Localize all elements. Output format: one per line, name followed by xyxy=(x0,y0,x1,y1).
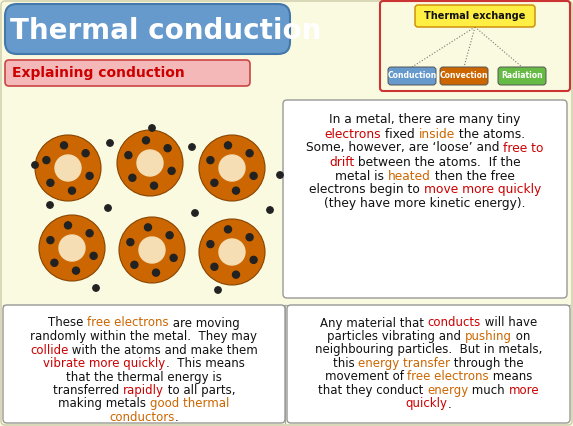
Text: (they have more kinetic energy).: (they have more kinetic energy). xyxy=(324,198,526,210)
Circle shape xyxy=(127,239,134,246)
Text: energy: energy xyxy=(427,384,468,397)
Text: between the atoms.  If the: between the atoms. If the xyxy=(354,155,521,169)
FancyBboxPatch shape xyxy=(380,1,570,91)
Circle shape xyxy=(73,267,80,274)
Circle shape xyxy=(107,140,113,146)
Circle shape xyxy=(51,259,58,266)
FancyBboxPatch shape xyxy=(5,4,290,54)
FancyBboxPatch shape xyxy=(3,305,285,423)
Text: vibrate more quickly: vibrate more quickly xyxy=(44,357,166,370)
Circle shape xyxy=(168,167,175,174)
Circle shape xyxy=(211,263,218,270)
FancyBboxPatch shape xyxy=(440,67,488,85)
Text: These: These xyxy=(48,317,87,329)
Text: Thermal exchange: Thermal exchange xyxy=(425,11,525,21)
Text: conducts: conducts xyxy=(427,317,481,329)
Circle shape xyxy=(137,150,163,176)
FancyBboxPatch shape xyxy=(498,67,546,85)
Circle shape xyxy=(215,287,221,293)
Circle shape xyxy=(225,226,231,233)
Text: good thermal: good thermal xyxy=(150,397,230,411)
Text: rapidly: rapidly xyxy=(123,384,164,397)
Text: through the: through the xyxy=(450,357,524,370)
Circle shape xyxy=(39,215,105,281)
Text: quickly: quickly xyxy=(406,397,448,411)
Text: making metals: making metals xyxy=(58,397,150,411)
FancyBboxPatch shape xyxy=(287,305,570,423)
Circle shape xyxy=(82,150,89,157)
Text: Some, however, are ‘loose’ and: Some, however, are ‘loose’ and xyxy=(306,141,504,155)
Text: move more quickly: move more quickly xyxy=(424,184,541,196)
Circle shape xyxy=(225,142,231,149)
Text: on: on xyxy=(512,330,530,343)
Circle shape xyxy=(250,173,257,179)
Text: with the atoms and make them: with the atoms and make them xyxy=(68,343,258,357)
Text: transferred: transferred xyxy=(53,384,123,397)
Text: that the thermal energy is: that the thermal energy is xyxy=(66,371,222,383)
Text: Any material that: Any material that xyxy=(320,317,427,329)
Circle shape xyxy=(61,142,68,149)
FancyBboxPatch shape xyxy=(5,60,250,86)
Circle shape xyxy=(207,157,214,164)
Circle shape xyxy=(192,210,198,216)
Circle shape xyxy=(90,252,97,259)
Text: are moving: are moving xyxy=(169,317,240,329)
Text: .: . xyxy=(448,397,452,411)
Circle shape xyxy=(105,205,111,211)
Text: particles vibrating and: particles vibrating and xyxy=(327,330,465,343)
Text: movement of: movement of xyxy=(325,371,407,383)
Circle shape xyxy=(65,222,72,229)
Text: In a metal, there are many tiny: In a metal, there are many tiny xyxy=(329,113,521,127)
Circle shape xyxy=(233,187,240,194)
Text: neighbouring particles.  But in metals,: neighbouring particles. But in metals, xyxy=(315,343,542,357)
Circle shape xyxy=(152,269,159,276)
Text: this: this xyxy=(333,357,359,370)
Circle shape xyxy=(35,135,101,201)
Text: Conduction: Conduction xyxy=(387,72,437,81)
Circle shape xyxy=(47,236,54,244)
Circle shape xyxy=(144,224,151,231)
Circle shape xyxy=(32,162,38,168)
Circle shape xyxy=(189,144,195,150)
Circle shape xyxy=(43,157,50,164)
Circle shape xyxy=(199,219,265,285)
Circle shape xyxy=(199,135,265,201)
Circle shape xyxy=(117,130,183,196)
FancyBboxPatch shape xyxy=(388,67,436,85)
Text: means: means xyxy=(489,371,532,383)
Text: inside: inside xyxy=(419,127,455,141)
Circle shape xyxy=(246,234,253,241)
Circle shape xyxy=(277,172,283,178)
Text: pushing: pushing xyxy=(465,330,512,343)
Text: free electrons: free electrons xyxy=(407,371,489,383)
Circle shape xyxy=(47,179,54,186)
Text: conductors: conductors xyxy=(109,411,175,424)
FancyBboxPatch shape xyxy=(283,100,567,298)
Text: free electrons: free electrons xyxy=(87,317,169,329)
Circle shape xyxy=(151,182,158,189)
Circle shape xyxy=(129,174,136,181)
Circle shape xyxy=(131,261,138,268)
Circle shape xyxy=(47,202,53,208)
Text: electrons begin to: electrons begin to xyxy=(309,184,424,196)
Circle shape xyxy=(267,207,273,213)
Circle shape xyxy=(164,145,171,152)
Circle shape xyxy=(149,125,155,131)
Circle shape xyxy=(166,232,173,239)
Circle shape xyxy=(207,241,214,248)
Text: fixed: fixed xyxy=(381,127,419,141)
Text: .: . xyxy=(175,411,179,424)
Text: randomly within the metal.  They may: randomly within the metal. They may xyxy=(30,330,257,343)
Text: electrons: electrons xyxy=(325,127,381,141)
Circle shape xyxy=(125,152,132,158)
Text: heated: heated xyxy=(388,170,431,182)
Circle shape xyxy=(250,256,257,263)
Circle shape xyxy=(59,235,85,261)
Circle shape xyxy=(139,237,165,263)
Circle shape xyxy=(170,254,177,262)
Circle shape xyxy=(119,217,185,283)
Text: then the free: then the free xyxy=(431,170,515,182)
Text: .  This means: . This means xyxy=(166,357,245,370)
Circle shape xyxy=(93,285,99,291)
